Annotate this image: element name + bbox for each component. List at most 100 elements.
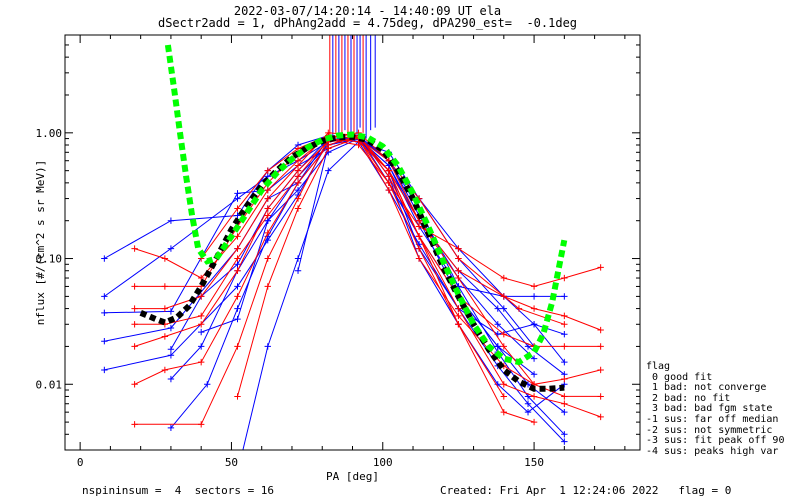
data-point-marker bbox=[234, 267, 241, 274]
chart-title-line1: 2022-03-07/14:20:14 - 14:40:09 UT ela bbox=[233, 4, 502, 18]
data-point-marker bbox=[197, 321, 205, 328]
data-point-marker bbox=[325, 167, 332, 174]
data-point-marker bbox=[294, 195, 302, 202]
data-point-marker bbox=[167, 308, 175, 315]
data-point-marker bbox=[561, 321, 568, 328]
data-point-marker bbox=[131, 321, 138, 328]
x-tick-label: 50 bbox=[225, 456, 238, 469]
data-point-marker bbox=[101, 338, 108, 345]
data-point-marker bbox=[415, 223, 423, 230]
data-point-marker bbox=[197, 421, 205, 428]
data-point-marker bbox=[500, 305, 508, 312]
data-point-marker bbox=[530, 305, 538, 312]
sector-series-line-11 bbox=[134, 135, 601, 287]
data-point-marker bbox=[161, 283, 169, 290]
data-point-marker bbox=[234, 305, 241, 312]
data-point-marker bbox=[294, 205, 302, 212]
data-point-marker bbox=[500, 393, 508, 400]
data-point-marker bbox=[455, 274, 462, 282]
data-point-marker bbox=[234, 255, 241, 262]
data-point-marker bbox=[234, 205, 241, 212]
data-point-marker bbox=[294, 255, 302, 262]
data-point-marker bbox=[167, 346, 175, 353]
data-point-marker bbox=[294, 179, 302, 187]
legend-title: flag bbox=[646, 361, 671, 372]
data-point-marker bbox=[455, 255, 462, 262]
data-point-marker bbox=[455, 305, 462, 312]
data-point-marker bbox=[197, 312, 205, 320]
data-point-marker bbox=[197, 293, 205, 300]
data-point-marker bbox=[500, 408, 508, 416]
data-point-marker bbox=[415, 233, 423, 240]
data-point-marker bbox=[561, 400, 568, 407]
data-point-marker bbox=[530, 371, 538, 378]
y-tick-label: 0.01 bbox=[36, 378, 63, 391]
data-point-marker bbox=[597, 366, 604, 374]
data-point-marker bbox=[131, 381, 138, 388]
data-point-marker bbox=[264, 283, 271, 290]
data-point-marker bbox=[264, 186, 271, 194]
data-point-marker bbox=[161, 333, 169, 340]
data-point-marker bbox=[561, 343, 568, 350]
data-point-marker bbox=[294, 173, 302, 180]
data-point-marker bbox=[561, 331, 568, 338]
data-point-marker bbox=[325, 145, 332, 152]
x-tick-label: 100 bbox=[373, 456, 393, 469]
data-point-marker bbox=[597, 393, 604, 400]
data-point-marker bbox=[597, 326, 604, 334]
data-point-marker bbox=[561, 393, 568, 400]
data-point-marker bbox=[264, 212, 271, 219]
legend-item: -2 sus: not symmetric bbox=[646, 424, 773, 436]
data-point-marker bbox=[385, 186, 393, 194]
data-point-marker bbox=[167, 217, 175, 224]
data-point-marker bbox=[500, 381, 508, 388]
data-point-marker bbox=[385, 179, 393, 187]
data-point-marker bbox=[455, 267, 462, 274]
data-point-marker bbox=[415, 255, 423, 262]
data-point-marker bbox=[264, 205, 271, 212]
data-point-marker bbox=[234, 233, 241, 240]
data-point-marker bbox=[197, 358, 205, 366]
data-point-marker bbox=[561, 358, 568, 366]
data-point-marker bbox=[524, 408, 532, 416]
data-point-marker bbox=[530, 355, 538, 362]
data-point-marker bbox=[234, 261, 241, 268]
data-point-marker bbox=[455, 321, 462, 328]
data-point-marker bbox=[161, 255, 169, 262]
sector-series-line-10 bbox=[297, 138, 565, 363]
flag-legend: flag 0 good fit 1 bad: not converge 2 ba… bbox=[646, 361, 785, 457]
data-point-marker bbox=[294, 145, 302, 152]
data-point-marker bbox=[494, 321, 501, 328]
sector-series-line-15 bbox=[134, 135, 601, 418]
data-point-marker bbox=[561, 375, 568, 383]
data-point-marker bbox=[385, 167, 393, 174]
data-point-marker bbox=[455, 245, 462, 252]
legend-item: -3 sus: fit peak off 90 bbox=[646, 435, 785, 447]
data-point-marker bbox=[131, 343, 138, 350]
fit-curve bbox=[164, 44, 568, 366]
data-point-marker bbox=[197, 343, 205, 350]
data-point-marker bbox=[264, 229, 271, 237]
data-point-marker bbox=[561, 431, 568, 438]
legend-item: -4 sus: peaks high var bbox=[646, 445, 779, 457]
data-point-marker bbox=[294, 167, 302, 174]
sector-series-line-12 bbox=[134, 138, 601, 331]
legend-item: 1 bad: not converge bbox=[646, 382, 767, 394]
data-point-marker bbox=[234, 212, 241, 219]
chart-title-line2: dSectr2add = 1, dPhAng2add = 4.75deg, dP… bbox=[157, 16, 578, 30]
data-point-marker bbox=[167, 245, 175, 252]
x-tick-label: 150 bbox=[524, 456, 544, 469]
data-point-marker bbox=[264, 255, 271, 262]
data-point-marker bbox=[415, 245, 423, 252]
data-point-marker bbox=[234, 315, 241, 323]
sector-series-line-17 bbox=[134, 139, 535, 423]
data-point-marker bbox=[234, 343, 241, 350]
data-point-marker bbox=[597, 413, 604, 421]
data-point-marker bbox=[294, 267, 302, 274]
data-point-marker bbox=[500, 331, 508, 338]
data-point-marker bbox=[530, 293, 538, 300]
data-point-marker bbox=[131, 421, 138, 428]
data-point-marker bbox=[264, 343, 271, 350]
sector-series-line-16 bbox=[134, 132, 601, 425]
